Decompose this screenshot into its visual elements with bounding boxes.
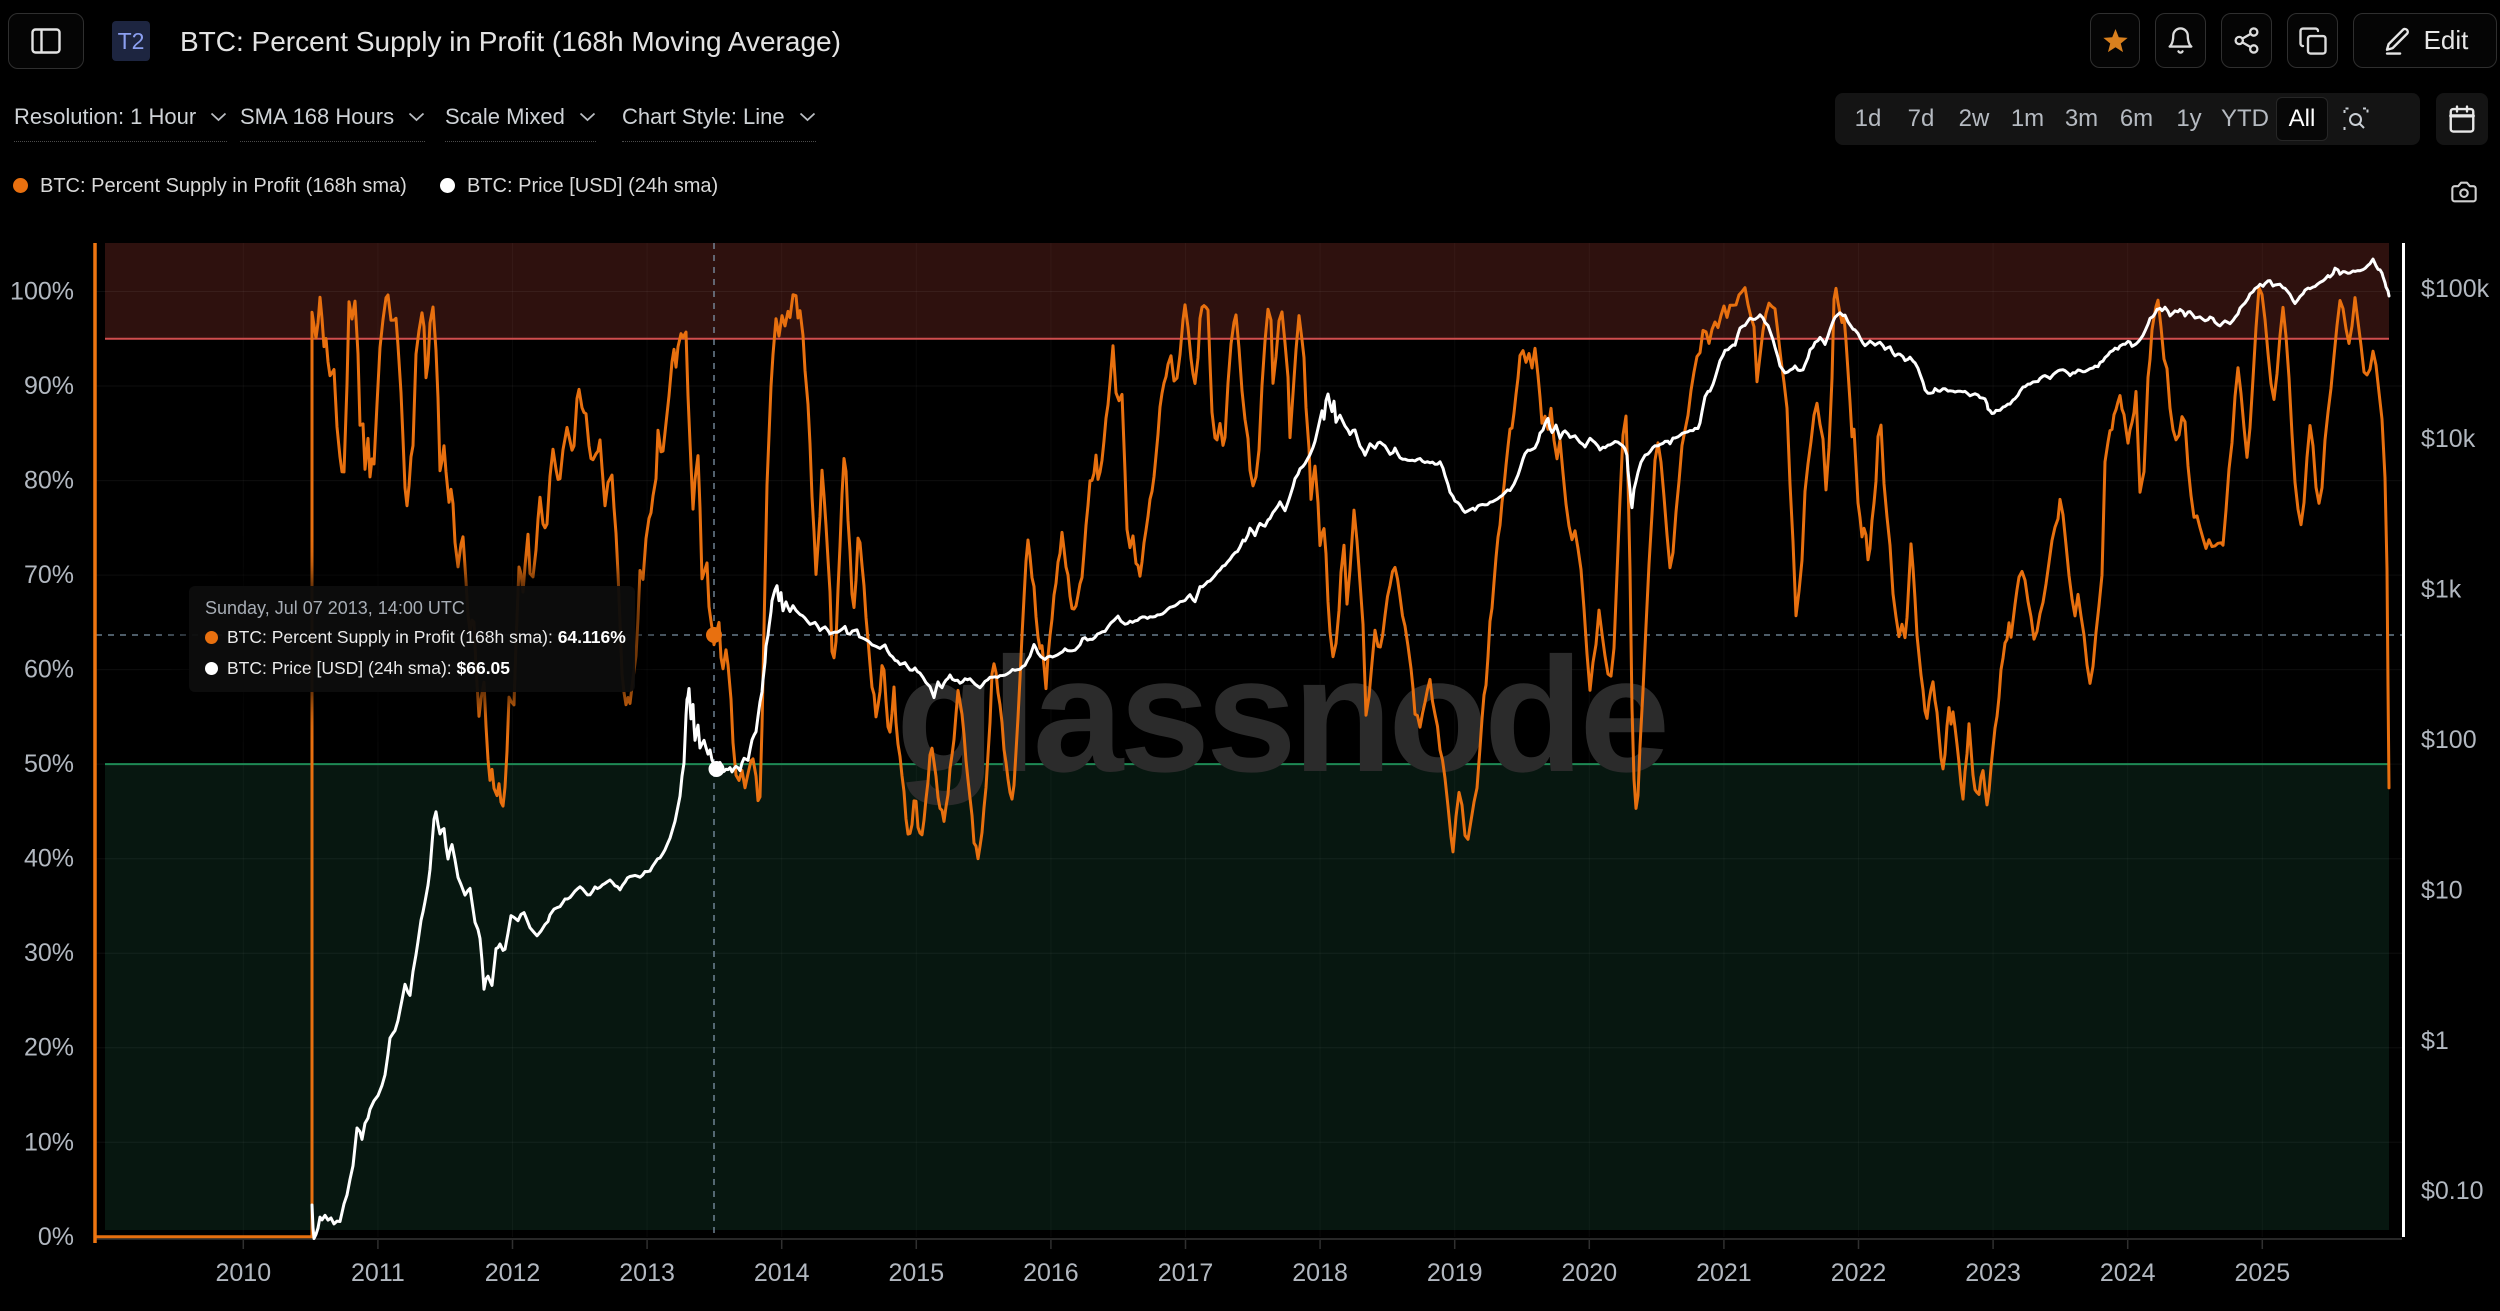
svg-text:2012: 2012 <box>485 1259 541 1287</box>
svg-text:2019: 2019 <box>1427 1259 1483 1287</box>
svg-text:$10k: $10k <box>2421 425 2476 453</box>
svg-text:$1k: $1k <box>2421 576 2462 604</box>
svg-text:80%: 80% <box>24 467 74 495</box>
svg-text:2014: 2014 <box>754 1259 810 1287</box>
svg-text:2020: 2020 <box>1561 1259 1617 1287</box>
svg-text:2016: 2016 <box>1023 1259 1079 1287</box>
svg-text:2010: 2010 <box>215 1259 271 1287</box>
svg-text:glassnode: glassnode <box>896 623 1666 806</box>
svg-text:60%: 60% <box>24 656 74 684</box>
svg-text:2025: 2025 <box>2234 1259 2290 1287</box>
svg-text:2022: 2022 <box>1831 1259 1887 1287</box>
svg-text:0%: 0% <box>38 1223 74 1251</box>
svg-text:$1: $1 <box>2421 1027 2449 1055</box>
svg-text:2011: 2011 <box>351 1259 405 1287</box>
svg-text:50%: 50% <box>24 750 74 778</box>
svg-text:100%: 100% <box>10 278 74 306</box>
svg-text:20%: 20% <box>24 1034 74 1062</box>
svg-text:$0.10: $0.10 <box>2421 1177 2484 1205</box>
svg-text:2024: 2024 <box>2100 1259 2156 1287</box>
svg-text:2021: 2021 <box>1696 1259 1752 1287</box>
svg-text:70%: 70% <box>24 561 74 589</box>
svg-text:30%: 30% <box>24 939 74 967</box>
svg-text:90%: 90% <box>24 372 74 400</box>
svg-text:$10: $10 <box>2421 876 2463 904</box>
svg-text:$100: $100 <box>2421 726 2477 754</box>
svg-text:2023: 2023 <box>1965 1259 2021 1287</box>
svg-text:2018: 2018 <box>1292 1259 1348 1287</box>
svg-text:10%: 10% <box>24 1128 74 1156</box>
svg-text:$100k: $100k <box>2421 275 2490 303</box>
svg-text:2015: 2015 <box>888 1259 944 1287</box>
svg-text:2017: 2017 <box>1158 1259 1214 1287</box>
svg-text:40%: 40% <box>24 845 74 873</box>
svg-text:2013: 2013 <box>619 1259 675 1287</box>
